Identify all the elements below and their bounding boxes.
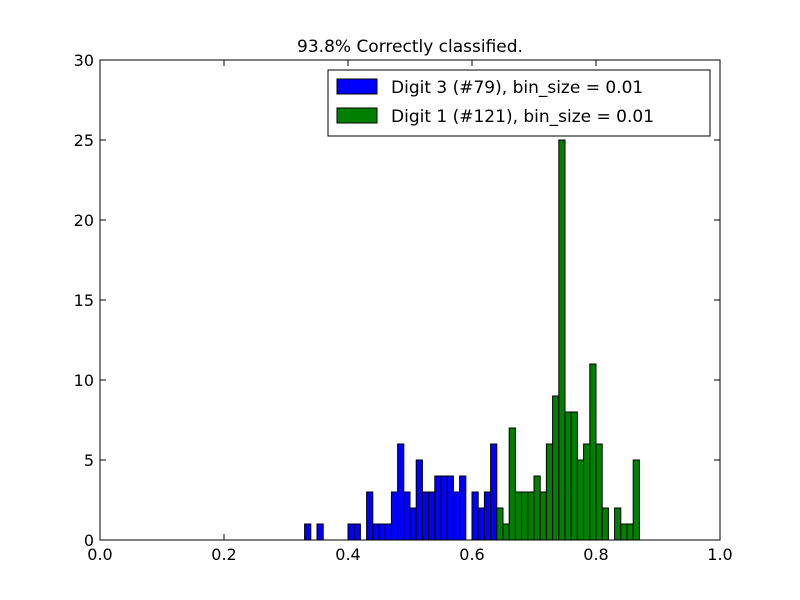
legend-label: Digit 1 (#121), bin_size = 0.01 (391, 107, 654, 127)
histogram-bar (508, 427, 516, 541)
histogram-bar (539, 491, 547, 541)
histogram-bar (527, 491, 535, 541)
histogram-bar (564, 411, 572, 541)
histogram-bar (502, 523, 510, 541)
y-tick-label: 10 (74, 371, 94, 390)
histogram-bar (614, 507, 622, 541)
legend-swatch (336, 107, 378, 124)
legend-label: Digit 3 (#79), bin_size = 0.01 (391, 78, 643, 98)
histogram-bar (403, 491, 411, 541)
histogram-bar (452, 491, 461, 541)
y-tick-label: 25 (74, 131, 94, 150)
histogram-bar (347, 523, 355, 541)
histogram-bar (576, 459, 585, 541)
axes-layer: 0.0 0.2 0.4 0.6 0.8 1.0 0 5 10 15 20 25 30 (74, 51, 733, 564)
histogram-bar (378, 523, 386, 541)
histogram-bar (428, 491, 436, 541)
histogram-bar (459, 475, 467, 541)
histogram-bar (514, 491, 523, 541)
histogram-bar (601, 507, 609, 541)
x-tick-label: 0.4 (335, 545, 360, 564)
chart-title: 93.8% Correctly classified. (297, 37, 523, 57)
histogram-bar (304, 523, 312, 541)
y-tick-label: 20 (74, 211, 94, 230)
y-tick-label: 30 (74, 51, 94, 70)
histogram-bar (521, 491, 529, 541)
legend: Digit 3 (#79), bin_size = 0.01 Digit 1 (#… (327, 69, 711, 137)
histogram-bar (440, 475, 448, 541)
y-tick-label: 0 (84, 531, 94, 550)
x-tick-label: 1.0 (707, 545, 732, 564)
histogram-bar (316, 523, 324, 541)
legend-box (327, 69, 711, 137)
legend-swatch (336, 78, 378, 95)
histogram-bar (471, 491, 479, 541)
histogram-bar (570, 411, 578, 541)
histogram-bar (483, 491, 492, 541)
histogram-bar (490, 443, 498, 541)
histogram-bar (496, 507, 504, 541)
histogram-bar (384, 523, 392, 541)
histogram-bar (477, 507, 485, 541)
histogram-bar (533, 475, 541, 541)
histogram-bar (366, 491, 374, 541)
histogram-bar (397, 443, 405, 541)
histogram-bar (589, 363, 597, 541)
histogram-bar (372, 523, 380, 541)
x-tick-label: 0.0 (87, 545, 112, 564)
y-tick-label: 15 (74, 291, 94, 310)
histogram-bar (390, 491, 399, 541)
histogram-bar (595, 443, 603, 541)
histogram-bar (421, 491, 430, 541)
histogram-bar (434, 475, 442, 541)
histogram-bar (558, 139, 566, 541)
histogram-bar (409, 507, 417, 541)
y-tick-label: 5 (84, 451, 94, 470)
histogram-bar (632, 459, 640, 541)
x-tick-label: 0.8 (583, 545, 608, 564)
histogram-bar (583, 443, 591, 541)
histogram-bar (552, 395, 560, 541)
x-tick-label: 0.2 (211, 545, 236, 564)
histogram-bar (446, 475, 454, 541)
x-tick-label: 0.6 (459, 545, 484, 564)
histogram-bar (545, 443, 554, 541)
histogram-bar (415, 459, 423, 541)
histogram-bar (620, 523, 628, 541)
histogram-bar (626, 523, 634, 541)
histogram-bar (353, 523, 361, 541)
